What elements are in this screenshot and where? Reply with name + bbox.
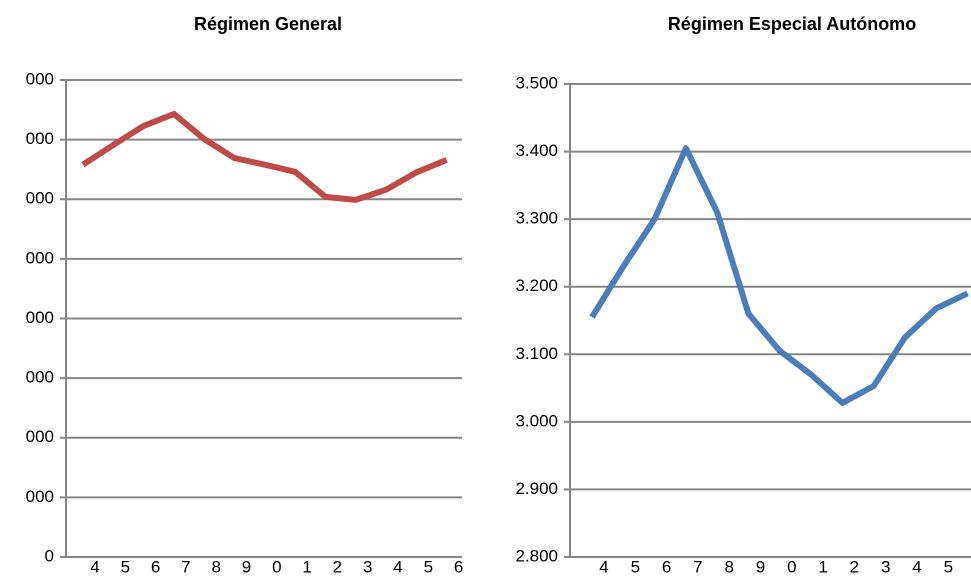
y-tick-label: 3.300 xyxy=(515,209,558,228)
x-tick-label: 1 xyxy=(818,557,827,575)
line-series xyxy=(81,110,448,203)
x-tick-label: 5 xyxy=(944,557,953,575)
x-tick-label: 0 xyxy=(272,557,281,575)
x-tick-label: 3 xyxy=(363,557,372,575)
y-tick-label: 3.100 xyxy=(515,344,558,363)
x-tick-label: 9 xyxy=(756,557,765,575)
x-tick-label: 6 xyxy=(454,557,463,575)
x-tick-label: 2 xyxy=(333,557,342,575)
x-tick-label: 4 xyxy=(912,557,921,575)
y-tick-label: 0 xyxy=(45,546,54,565)
x-tick-label: 4 xyxy=(599,557,608,575)
x-tick-label: 3 xyxy=(881,557,890,575)
x-tick-label: 7 xyxy=(693,557,702,575)
x-tick-label: 8 xyxy=(211,557,220,575)
y-tick-label: 3.500 xyxy=(515,73,558,92)
y-tick-label: 000 xyxy=(26,189,54,208)
chart-title: Régimen Especial Autónomo xyxy=(668,14,916,34)
y-tick-label: 000 xyxy=(26,487,54,506)
x-tick-label: 1 xyxy=(302,557,311,575)
x-tick-label: 2 xyxy=(850,557,859,575)
y-tick-label: 2.900 xyxy=(515,479,558,498)
y-tick-label: 000 xyxy=(26,308,54,327)
y-tick-label: 000 xyxy=(26,427,54,446)
x-tick-label: 6 xyxy=(662,557,671,575)
y-tick-label: 000 xyxy=(26,368,54,387)
x-tick-label: 5 xyxy=(121,557,130,575)
x-tick-label: 4 xyxy=(393,557,402,575)
chart-title: Régimen General xyxy=(194,14,342,34)
y-tick-label: 000 xyxy=(26,69,54,88)
x-tick-label: 5 xyxy=(631,557,640,575)
y-tick-label: 000 xyxy=(26,129,54,148)
x-tick-label: 8 xyxy=(724,557,733,575)
x-tick-label: 9 xyxy=(242,557,251,575)
y-tick-label: 000 xyxy=(26,248,54,267)
line-series xyxy=(589,145,969,406)
y-tick-label: 2.800 xyxy=(515,546,558,565)
x-tick-label: 5 xyxy=(424,557,433,575)
x-tick-label: 7 xyxy=(181,557,190,575)
y-tick-label: 3.400 xyxy=(515,141,558,160)
y-tick-label: 3.200 xyxy=(515,276,558,295)
y-tick-label: 3.000 xyxy=(515,411,558,430)
x-tick-label: 0 xyxy=(787,557,796,575)
x-tick-label: 6 xyxy=(151,557,160,575)
x-tick-label: 4 xyxy=(90,557,99,575)
